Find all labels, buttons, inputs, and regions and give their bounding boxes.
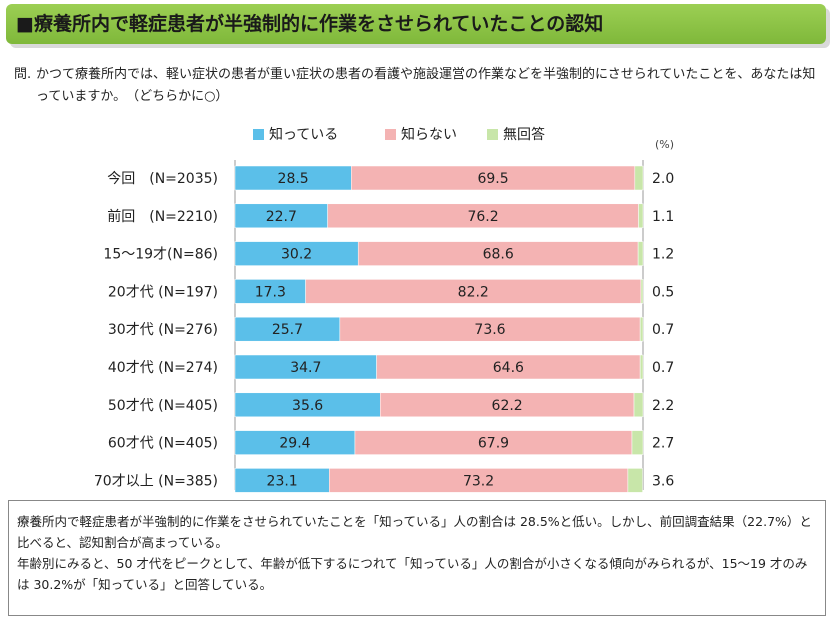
category-label: 60才代 (N=405) [108,436,218,452]
bar-segment-2 [351,165,636,191]
bar-segment-2 [357,241,639,266]
legend-label-3: 無回答 [503,126,545,143]
bar-segment-3 [639,316,644,342]
data-label-no-answer: 2.0 [652,171,674,187]
data-label: 23.1 [267,473,298,489]
bar-segment-1 [234,165,352,191]
summary-box: 療養所内で軽症患者が半強制的に作業をさせられていたことを「知っている」人の割合は… [8,500,826,616]
category-label: 前回 (N=2210) [107,208,218,225]
bar-segment-1 [234,430,356,455]
data-label: 30.2 [281,247,312,263]
data-label-no-answer: 0.7 [652,322,674,338]
data-label: 73.2 [463,473,494,489]
data-label: 34.7 [290,360,321,376]
data-label: 25.7 [272,322,303,338]
percent-unit-label: (%) [655,138,674,151]
bar-segment-3 [637,241,644,266]
bar-segment-2 [376,354,641,380]
bar-segment-2 [328,468,629,493]
category-label: 15～19才(N=86) [103,247,218,263]
category-label: 20才代 (N=197) [108,284,218,300]
bar-segment-3 [638,203,644,229]
data-label: 69.5 [477,171,508,187]
data-label-no-answer: 0.7 [652,360,674,376]
data-label: 29.4 [279,436,310,452]
bar-segment-2 [379,392,635,418]
question-text: かつて療養所内では、軽い症状の患者が重い症状の患者の看護や施設運営の作業などを半… [36,67,816,104]
category-label: 30才代 (N=276) [108,322,218,338]
title-banner: ■療養所内で軽症患者が半強制的に作業をさせられていたことの認知 [6,4,826,44]
bar-segment-1 [234,316,341,342]
bar-segment-3 [631,430,644,455]
category-label: 40才代 (N=274) [108,360,218,376]
bar-segment-1 [234,241,359,266]
question-label: 問. [14,67,32,82]
legend-label-2: 知らない [401,126,457,143]
bar-segment-1 [234,468,330,493]
bar-segment-3 [639,354,644,380]
data-label: 62.2 [492,398,523,414]
data-label: 35.6 [292,398,323,414]
page-title: ■療養所内で軽症患者が半強制的に作業をさせられていたことの認知 [16,13,604,35]
category-label: 70才以上 (N=385) [94,473,218,489]
bar-segment-3 [633,392,644,418]
data-label: 22.7 [266,209,297,225]
data-label-no-answer: 1.2 [652,247,674,263]
data-label-no-answer: 0.5 [652,284,674,300]
bar-segment-3 [634,165,644,191]
data-label: 73.6 [474,322,505,338]
data-label-no-answer: 1.1 [652,209,674,225]
summary-paragraph-1: 療養所内で軽症患者が半強制的に作業をさせられていたことを「知っている」人の割合は… [17,514,812,550]
data-label: 64.6 [493,360,524,376]
legend-swatch-3 [487,129,498,140]
data-label: 28.5 [278,171,309,187]
data-label: 68.6 [483,247,514,263]
legend-swatch-2 [385,129,396,140]
bar-segment-3 [627,468,643,493]
bar-segment-1 [234,354,377,380]
data-label: 67.9 [478,436,509,452]
bar-segment-2 [327,203,639,229]
bar-segment-1 [234,203,328,229]
bar-segment-1 [234,279,306,304]
data-label-no-answer: 2.2 [652,398,674,414]
data-label: 82.2 [458,284,489,300]
bar-segment-2 [354,430,633,455]
data-label-no-answer: 3.6 [652,473,674,489]
bar-segment-2 [339,316,641,342]
category-label: 50才代 (N=405) [108,398,218,414]
summary-paragraph-2: 年齢別にみると、50 才代をピークとして、年齢が低下するにつれて「知っている」人… [17,556,808,592]
bar-segment-3 [640,279,644,304]
legend-swatch-1 [253,129,264,140]
data-label: 76.2 [467,209,498,225]
data-label: 17.3 [255,284,286,300]
bar-segment-2 [305,279,642,304]
data-label-no-answer: 2.7 [652,436,674,452]
bar-segment-1 [234,392,381,418]
legend-label-1: 知っている [269,126,338,143]
category-label: 今回 (N=2035) [107,171,218,187]
stacked-bar-chart: 知っている 知らない 無回答 (%) 今回 (N=2035) 28.5 69.5 2.0 前回 … [94,126,674,493]
